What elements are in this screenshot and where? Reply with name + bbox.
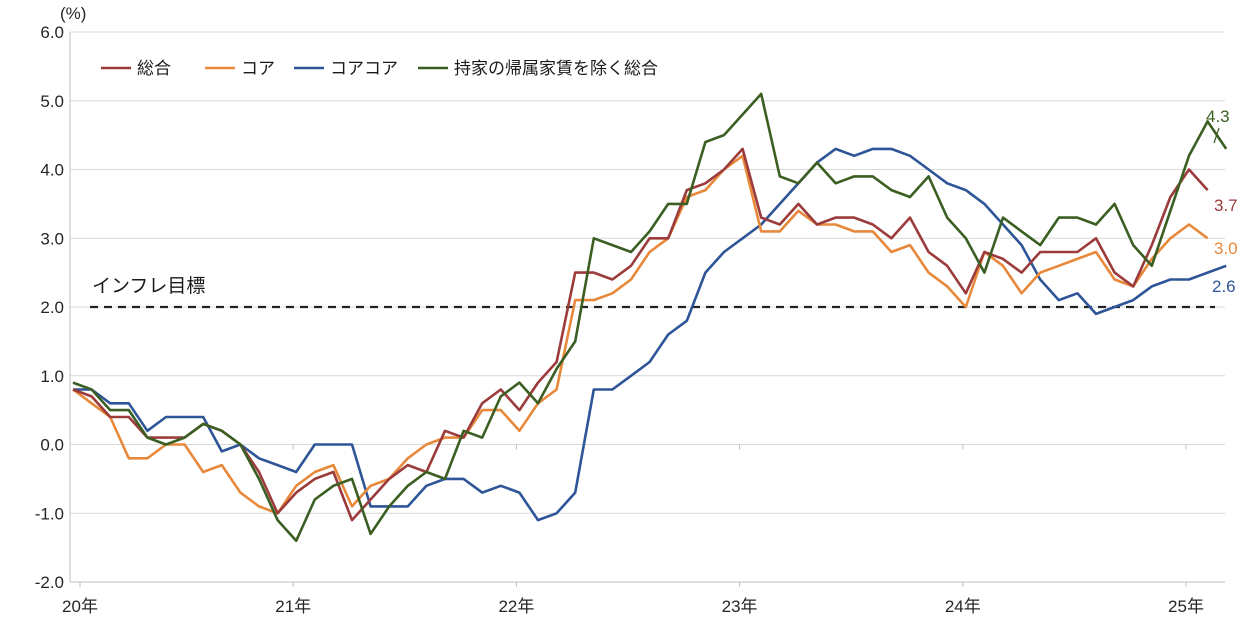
axes: 6.0 5.0 4.0 3.0 2.0 1.0 0.0 -1.0 -2.0 20年 21年 22年 23… [35, 23, 1225, 616]
y-tick-label: 1.0 [40, 367, 64, 386]
y-tick-label: 4.0 [40, 161, 64, 180]
y-tick-label: -2.0 [35, 573, 64, 592]
series-line-3 [72, 92, 1228, 543]
end-value-labels: 3.7 3.0 2.6 4.3 [1206, 107, 1238, 296]
series-line-2 [73, 147, 1227, 522]
y-tick-label: 3.0 [40, 229, 64, 248]
inflation-target-label: インフレ目標 [92, 275, 205, 297]
y-tick-label: 5.0 [40, 92, 64, 111]
legend-label: 総合 [137, 59, 171, 79]
end-value-label: 4.3 [1206, 107, 1230, 126]
x-tick-label: 21年 [275, 597, 311, 616]
y-axis-unit-label: (%) [60, 4, 86, 23]
end-label-leader [1213, 127, 1220, 144]
legend: 総合 コア コアコア 持家の帰属家賃を除く総合 [101, 59, 658, 79]
end-value-label: 2.6 [1212, 277, 1236, 296]
end-value-label: 3.7 [1214, 196, 1238, 215]
y-tick-label: 2.0 [40, 298, 64, 317]
series-line-1 [72, 154, 1209, 515]
legend-label: コア [241, 59, 275, 79]
end-value-label: 3.0 [1214, 239, 1238, 258]
y-tick-label: 6.0 [40, 23, 64, 42]
x-tick-label: 25年 [1168, 597, 1204, 616]
gridlines [70, 31, 1225, 583]
x-tick-label: 22年 [498, 597, 534, 616]
x-tick-label: 23年 [722, 597, 758, 616]
y-tick-label: 0.0 [40, 436, 64, 455]
x-tick-label: 24年 [945, 597, 981, 616]
x-tick-label: 20年 [62, 597, 98, 616]
legend-label: コアコア [330, 59, 398, 79]
series-lines [72, 92, 1228, 543]
series-line-0 [72, 147, 1209, 522]
y-tick-label: -1.0 [35, 504, 64, 523]
legend-label: 持家の帰属家賃を除く総合 [454, 59, 658, 79]
target-line-group: インフレ目標 [90, 275, 1215, 309]
